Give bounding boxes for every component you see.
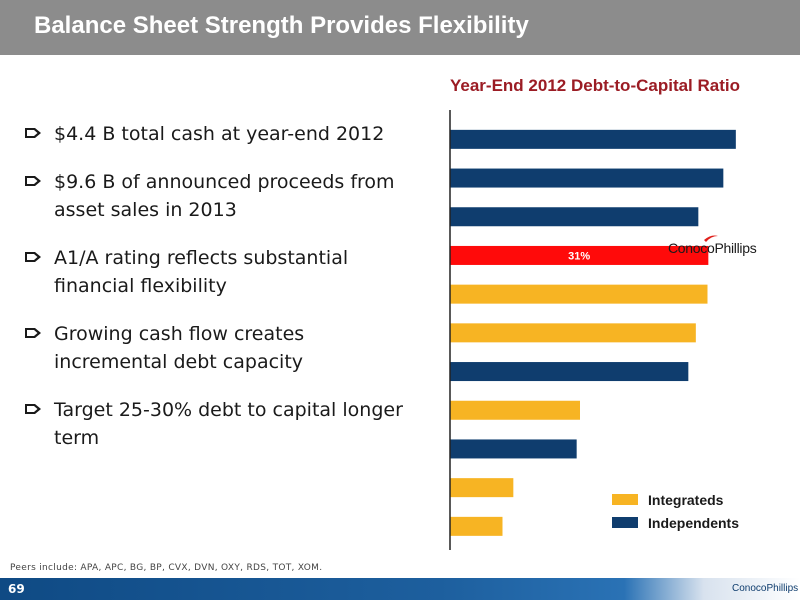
bar-independents xyxy=(450,362,689,382)
bullet-text: $4.4 B total cash at year-end 2012 xyxy=(54,123,385,145)
bar-independents xyxy=(450,439,577,459)
legend-label: Independents xyxy=(648,514,740,531)
bullet-item: $4.4 B total cash at year-end 2012 xyxy=(24,120,404,148)
peers-footnote: Peers include: APA, APC, BG, BP, CVX, DV… xyxy=(10,563,323,573)
logo-swoosh-icon xyxy=(704,235,718,242)
bullet-item: Target 25-30% debt to capital longer ter… xyxy=(24,396,404,452)
bullet-item: $9.6 B of announced proceeds from asset … xyxy=(24,168,404,224)
bar-integrateds xyxy=(450,478,514,498)
bar-independents xyxy=(450,129,736,149)
legend-item-independents: Independents xyxy=(612,511,739,534)
bar-independents xyxy=(450,207,699,227)
legend-item-integrateds: Integrateds xyxy=(612,488,739,511)
arrow-bullet-icon xyxy=(25,404,41,414)
bullet-item: A1/A rating reflects substantial financi… xyxy=(24,244,404,300)
chart-legend: Integrateds Independents xyxy=(612,488,739,534)
legend-swatch xyxy=(612,494,638,505)
slide-title: Balance Sheet Strength Provides Flexibil… xyxy=(34,12,529,39)
debt-to-capital-chart: 31% xyxy=(449,110,736,550)
chart-title: Year-End 2012 Debt-to-Capital Ratio xyxy=(450,76,741,95)
bar-integrateds xyxy=(450,284,708,304)
bar-data-label: 31% xyxy=(568,250,590,262)
arrow-bullet-icon xyxy=(25,252,41,262)
slide-header: Balance Sheet Strength Provides Flexibil… xyxy=(0,0,800,55)
bar-conocophillips xyxy=(450,245,709,265)
bar-independents xyxy=(450,168,724,188)
conocophillips-logo-icon: ConocoPhillips xyxy=(668,235,757,256)
page-number: 69 xyxy=(8,582,25,596)
legend-label: Integrateds xyxy=(648,491,724,508)
bullet-list: $4.4 B total cash at year-end 2012 $9.6 … xyxy=(24,120,404,472)
bullet-text: Growing cash flow creates incremental de… xyxy=(54,323,305,373)
bar-integrateds xyxy=(450,400,580,420)
bar-integrateds xyxy=(450,516,503,536)
bullet-text: $9.6 B of announced proceeds from asset … xyxy=(54,171,395,221)
arrow-bullet-icon xyxy=(25,176,41,186)
arrow-bullet-icon xyxy=(25,328,41,338)
bullet-item: Growing cash flow creates incremental de… xyxy=(24,320,404,376)
bar-integrateds xyxy=(450,323,696,343)
arrow-bullet-icon xyxy=(25,128,41,138)
footer-logo: ConocoPhillips xyxy=(732,583,799,594)
bullet-text: A1/A rating reflects substantial financi… xyxy=(54,247,349,297)
logo-text: ConocoPhillips xyxy=(668,240,757,256)
bullet-text: Target 25-30% debt to capital longer ter… xyxy=(54,399,403,449)
legend-swatch xyxy=(612,517,638,528)
slide-footer: 69 ConocoPhillips xyxy=(0,578,800,600)
